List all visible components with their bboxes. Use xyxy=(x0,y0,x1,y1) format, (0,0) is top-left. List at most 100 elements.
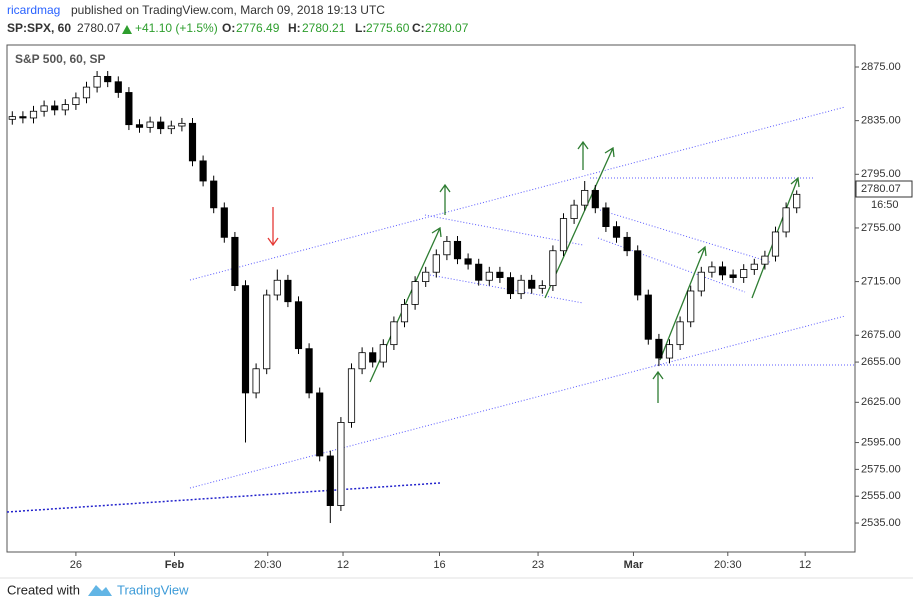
candle-body xyxy=(82,86,91,99)
candle-body xyxy=(263,294,271,370)
candle-body xyxy=(72,97,80,105)
last-price: 2780.07 xyxy=(77,21,121,35)
candle-body xyxy=(443,240,451,256)
candle-body xyxy=(326,455,334,506)
candle-body xyxy=(93,75,101,88)
candle-body xyxy=(316,392,324,457)
candle-body xyxy=(284,279,292,303)
x-tick-label: 12 xyxy=(799,559,811,571)
candle-body xyxy=(157,121,165,130)
candle-body xyxy=(485,271,493,281)
candle-body xyxy=(782,207,790,233)
candle-body xyxy=(210,180,218,209)
candle-body xyxy=(347,368,356,423)
arrow xyxy=(577,140,589,170)
published: published on TradingView.com, March 09, … xyxy=(71,3,385,17)
candle-body xyxy=(273,279,281,296)
candle-body xyxy=(390,321,398,346)
change: +41.10 (+1.5%) xyxy=(135,21,218,35)
footer-brand[interactable]: TradingView xyxy=(117,582,189,597)
y-tick-label: 2835.00 xyxy=(861,115,901,127)
arrow xyxy=(439,183,451,215)
symbol: SP:SPX, 60 xyxy=(7,21,71,35)
candle-body xyxy=(337,422,345,506)
flag-line xyxy=(429,274,584,304)
o-label: O: xyxy=(222,21,235,35)
price-label: 2780.07 xyxy=(861,183,901,195)
author[interactable]: ricardmag xyxy=(7,3,60,17)
plot-frame xyxy=(6,44,856,553)
c-label: C: xyxy=(412,21,425,35)
y-tick-label: 2755.00 xyxy=(861,222,901,234)
candle-body xyxy=(8,116,16,120)
x-tick-label: 12 xyxy=(337,559,349,571)
candle-body xyxy=(771,231,780,257)
channel-top xyxy=(189,106,846,281)
x-tick-label: Feb xyxy=(165,559,185,571)
y-tick-label: 2535.00 xyxy=(861,517,901,529)
c-value: 2780.07 xyxy=(425,21,469,35)
candle-body xyxy=(252,368,260,394)
up-triangle xyxy=(122,25,132,34)
candle-body xyxy=(453,240,462,260)
support-line xyxy=(6,482,441,513)
candle-body xyxy=(464,258,472,265)
candle-body xyxy=(528,279,536,289)
candle-body xyxy=(19,116,27,119)
candle-body xyxy=(612,226,621,238)
candle-body xyxy=(188,122,197,162)
candle-body xyxy=(697,271,705,292)
arrow xyxy=(659,245,707,361)
candle-body xyxy=(559,218,568,252)
y-tick-label: 2795.00 xyxy=(861,168,901,180)
candle-body xyxy=(305,348,313,394)
l-value: 2775.60 xyxy=(366,21,410,35)
candle-body xyxy=(549,250,557,287)
candle-body xyxy=(665,344,674,359)
candle-body xyxy=(369,352,377,363)
candle-body xyxy=(167,125,175,130)
candle-body xyxy=(538,285,546,289)
candle-body xyxy=(125,92,133,126)
x-tick-label: 26 xyxy=(70,559,82,571)
chart-title: S&P 500, 60, SP xyxy=(15,52,106,66)
logo xyxy=(88,585,112,596)
x-tick-label: 20:30 xyxy=(254,559,282,571)
x-tick-label: 20:30 xyxy=(714,559,742,571)
y-tick-label: 2715.00 xyxy=(861,276,901,288)
candle-body xyxy=(199,160,207,182)
y-tick-label: 2875.00 xyxy=(861,61,901,73)
candle-body xyxy=(655,338,663,359)
candle-body xyxy=(51,105,59,111)
candle-body xyxy=(570,204,578,219)
candle-body xyxy=(411,281,419,305)
channel-bottom xyxy=(189,315,846,489)
candle-body xyxy=(422,271,430,283)
candle-body xyxy=(146,121,154,128)
candle-body xyxy=(432,254,440,273)
h-label: H: xyxy=(288,21,301,35)
candle-body xyxy=(61,104,69,111)
candle-body xyxy=(581,189,589,206)
l-label: L: xyxy=(355,21,366,35)
countdown: 16:50 xyxy=(871,199,899,211)
candle-body xyxy=(178,122,186,127)
flag-line xyxy=(597,237,746,293)
candle-body xyxy=(400,304,409,323)
candle-body xyxy=(729,274,737,278)
candle-body xyxy=(135,124,144,128)
candle-body xyxy=(676,321,684,346)
candle-body xyxy=(29,110,38,119)
y-tick-label: 2575.00 xyxy=(861,463,901,475)
y-tick-label: 2655.00 xyxy=(861,356,901,368)
y-tick-label: 2675.00 xyxy=(861,329,901,341)
candle-body xyxy=(750,263,758,270)
arrow xyxy=(652,370,664,403)
candle-body xyxy=(231,236,239,287)
drawings xyxy=(6,106,855,513)
candle-body xyxy=(220,207,228,238)
candle-body xyxy=(708,266,716,273)
candle-body xyxy=(591,189,599,209)
